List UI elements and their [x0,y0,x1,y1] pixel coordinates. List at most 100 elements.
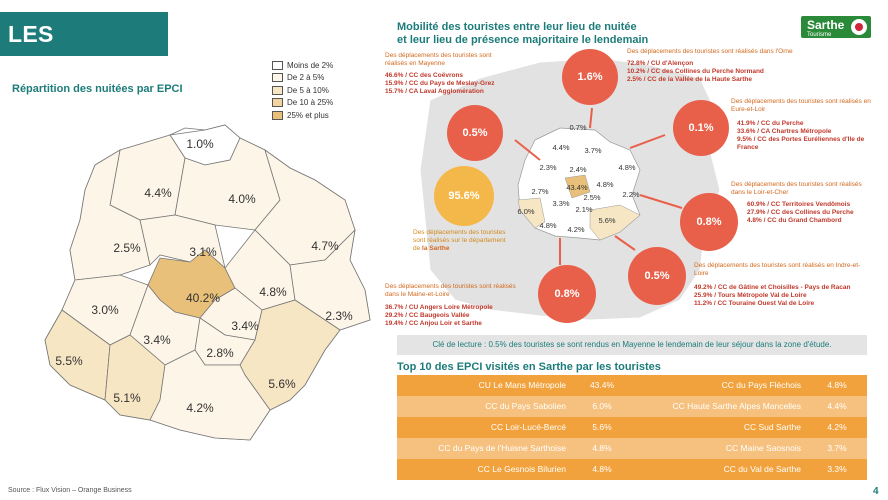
legend-swatch [272,110,283,120]
circle-loir-cher: 0.8% [680,193,738,251]
map-value-label: 4.4% [144,186,172,200]
note-line: 41.9% / CC du Perche [737,120,804,127]
epci-value: 4.4% [827,401,847,411]
legend-item: De 5 à 10% [272,84,333,97]
note-loir-cher: Des déplacements des touristes sont réal… [731,181,871,225]
sarthe-le-mans [564,174,591,199]
note-line: 36.7% / CU Angers Loire Métropole [385,304,493,311]
epci-value: 4.8% [592,443,612,453]
legend-swatch [272,73,283,83]
circle-eure-loir: 0.1% [673,100,729,156]
circle-orne: 1.6% [562,49,618,105]
map-value-label: 1.0% [186,137,214,151]
mini-map-value: 3.7% [584,146,601,155]
note-line: 4.8% / CC du Grand Chambord [747,217,842,224]
legend-label: Moins de 2% [287,60,334,70]
map-value-label: 3.0% [91,303,119,317]
sarthe-region [589,204,641,241]
note-eure-loir: Des déplacements des touristes sont réal… [731,98,871,152]
map-value-label: 4.0% [228,192,256,206]
flow-arrow [614,235,636,251]
note-line: 15.7% / CA Laval Agglomération [385,88,484,95]
note-head: Des déplacements des touristes sont réal… [731,98,871,113]
map-value-label: 40.2% [186,291,220,305]
epci-name: CC du Pays Fléchois [721,380,801,390]
note-line: 9.5% / CC des Portes Euréliennes d'Ile d… [737,136,865,151]
mini-map-value: 3.3% [552,199,569,208]
epci-name: CC du Pays Sabolien [485,401,566,411]
logo-swoosh-icon [851,19,867,35]
page-number: 4 [873,486,879,497]
mini-map-value: 2.7% [531,187,548,196]
map-value-label: 2.3% [325,309,353,323]
note-line: 60.9% / CC Territoires Vendômois [747,201,851,208]
flow-arrow [639,194,683,209]
table-row: CC du Pays de l'Huisne Sarthoise 4.8% CC… [397,438,867,459]
map-value-label: 4.2% [186,401,214,415]
note-line: 29.2% / CC Baugeois Vallée [385,312,470,319]
note-sarthe: Des déplacements des touristes sont réal… [413,229,513,253]
mobility-title-line1: Mobilité des touristes entre leur lieu d… [397,21,637,33]
epci-name: CC Loir-Lucé-Bercé [490,422,566,432]
mini-map-value: 4.8% [618,163,635,172]
note-line: 2.5% / CC de la Vallée de la Haute Sarth… [627,76,752,83]
note-line: 72.8% / CU d'Alençon [627,60,694,67]
note-line: 46.6% / CC des Coëvrons [385,72,464,79]
legend-swatch [272,85,283,95]
logo-tagline: Tourisme [807,32,832,38]
left-map-title: Répartition des nuitées par EPCI [12,83,183,95]
note-line: 49.2% / CC de Gâtine et Choisilles - Pay… [694,284,851,291]
note-head: Des déplacements des touristes sont réal… [694,262,861,277]
note-line: 25.9% / Tours Métropole Val de Loire [694,292,807,299]
map-value-label: 3.1% [189,245,217,259]
epci-value: 43.4% [589,380,615,390]
mini-map-value: 4.4% [552,143,569,152]
note-orne: Des déplacements des touristes sont réal… [627,48,802,84]
mini-map-value: 5.6% [598,216,615,225]
mini-map-value: 4.8% [539,221,556,230]
reading-key: Clé de lecture : 0.5% des touristes se s… [397,335,867,355]
map-value-label: 4.7% [311,239,339,253]
legend-swatch [272,98,283,108]
note-maine-loire: Des déplacements des touristes sont réal… [385,283,520,328]
legend-item: De 10 à 25% [272,97,333,110]
epci-value: 4.8% [827,380,847,390]
note-head: Des déplacements des touristes sont réal… [731,181,862,196]
epci-name: CC Le Gesnois Bilurien [477,464,566,474]
note-line: 33.6% / CA Chartres Métropole [737,128,832,135]
flow-arrow [629,134,666,149]
epci-name: CC Sud Sarthe [743,422,801,432]
map-value-label: 2.8% [206,346,234,360]
legend-item: 25% et plus [272,109,333,122]
mini-map-value: 4.2% [567,225,584,234]
mini-map-value: 6.0% [517,207,534,216]
mini-map-value: 0.7% [569,123,586,132]
epci-name: CC Haute Sarthe Alpes Mancelles [672,401,801,411]
note-line: 10.2% / CC des Collines du Perche Norman… [627,68,764,75]
logo-name: Sarthe [807,18,845,32]
map-value-label: 5.5% [55,354,83,368]
circle-maine-loire: 0.8% [538,265,596,323]
epci-value: 5.6% [592,422,612,432]
table-row: CC Le Gesnois Bilurien 4.8% CC du Val de… [397,459,867,480]
epci-value: 6.0% [592,401,612,411]
top10-title: Top 10 des EPCI visités en Sarthe par le… [397,361,661,373]
epci-name: CC Maine Saosnois [725,443,801,453]
flow-arrow [514,139,541,161]
epci-region [149,349,271,441]
legend-item: Moins de 2% [272,59,333,72]
epci-region [109,134,186,221]
mini-map-value: 43.4% [566,183,588,192]
epci-value: 4.2% [827,422,847,432]
note-head: Des déplacements des touristes sont réal… [385,283,516,298]
mini-map-value: 2.2% [622,190,639,199]
source-note: Source : Flux Vision – Orange Business [8,487,132,494]
sarthe-region [517,197,546,229]
epci-value: 3.7% [827,443,847,453]
mobility-title-line2: et leur lieu de présence majoritaire le … [397,34,649,46]
note-head: Des déplacements des touristes sont réal… [385,52,492,67]
mobility-title: Mobilité des touristes entre leur lieu d… [397,21,648,47]
table-row: CU Le Mans Métropole 43.4% CC du Pays Fl… [397,375,867,396]
map-value-label: 3.4% [143,333,171,347]
legend-item: De 2 à 5% [272,72,333,85]
